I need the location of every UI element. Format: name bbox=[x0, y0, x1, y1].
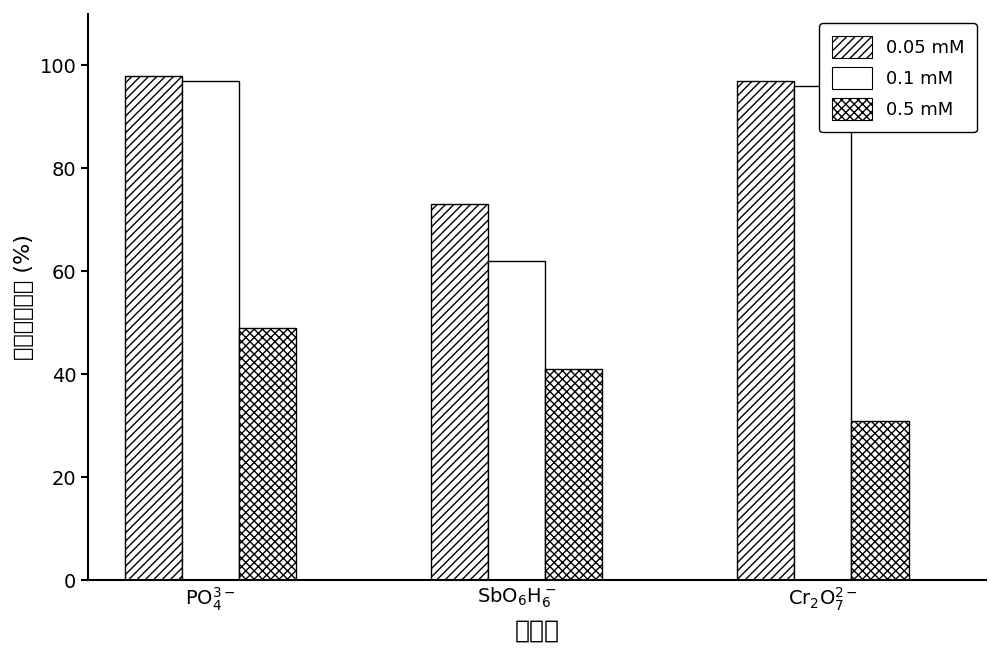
Legend: 0.05 mM, 0.1 mM, 0.5 mM: 0.05 mM, 0.1 mM, 0.5 mM bbox=[819, 23, 977, 133]
Bar bbox=[851, 420, 909, 581]
Y-axis label: 阴离子去除率 (%): 阴离子去除率 (%) bbox=[14, 234, 34, 360]
Bar bbox=[737, 81, 794, 581]
Bar bbox=[239, 328, 296, 581]
Bar bbox=[182, 81, 239, 581]
Bar bbox=[125, 75, 182, 581]
Bar bbox=[794, 86, 851, 581]
X-axis label: 阴离子: 阴离子 bbox=[515, 618, 560, 642]
Bar bbox=[488, 261, 545, 581]
Bar bbox=[431, 205, 488, 581]
Bar bbox=[545, 369, 602, 581]
